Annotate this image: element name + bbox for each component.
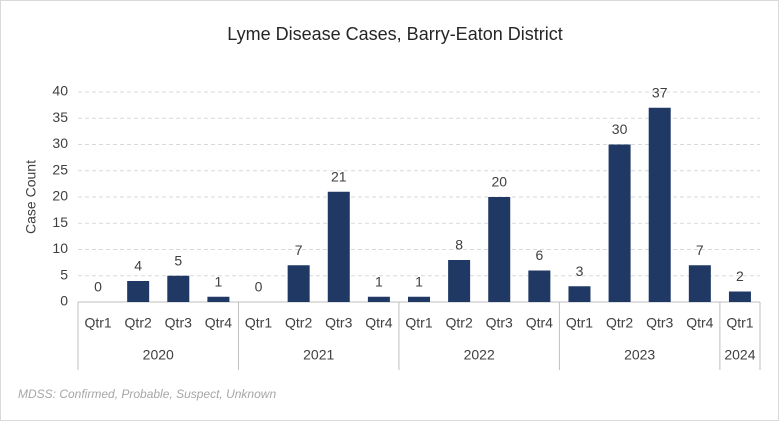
bar — [448, 260, 471, 302]
x-tick-label: Qtr3 — [325, 315, 352, 331]
bar — [648, 107, 671, 302]
bar — [287, 265, 310, 302]
x-tick-label: Qtr3 — [486, 315, 513, 331]
group-label: 2021 — [303, 347, 334, 363]
x-tick-label: Qtr1 — [84, 315, 111, 331]
group-label: 2022 — [464, 347, 495, 363]
y-tick-label: 30 — [52, 135, 68, 151]
x-tick-label: Qtr1 — [726, 315, 753, 331]
bar — [568, 286, 591, 302]
data-label: 8 — [455, 237, 463, 253]
data-label: 6 — [535, 247, 543, 263]
y-tick-label: 15 — [52, 214, 68, 230]
data-label: 3 — [576, 263, 584, 279]
chart-title: Lyme Disease Cases, Barry-Eaton District — [227, 24, 562, 44]
bar — [167, 275, 190, 302]
x-tick-label: Qtr3 — [646, 315, 673, 331]
x-tick-label: Qtr4 — [365, 315, 392, 331]
bar — [528, 270, 551, 302]
x-tick-label: Qtr4 — [686, 315, 713, 331]
y-tick-label: 5 — [60, 266, 68, 282]
bar — [367, 296, 390, 302]
data-label: 21 — [331, 168, 347, 184]
bar — [688, 265, 711, 302]
bar — [207, 296, 230, 302]
data-label: 1 — [215, 273, 223, 289]
data-label: 1 — [375, 273, 383, 289]
data-label: 7 — [295, 242, 303, 258]
x-tick-label: Qtr2 — [125, 315, 152, 331]
y-axis-label: Case Count — [23, 160, 39, 234]
y-tick-label: 0 — [60, 293, 68, 309]
data-label: 30 — [612, 121, 628, 137]
data-label: 5 — [174, 252, 182, 268]
data-label: 4 — [134, 258, 142, 274]
x-tick-label: Qtr3 — [165, 315, 192, 331]
group-label: 2024 — [724, 347, 755, 363]
bar — [488, 197, 511, 302]
data-label: 7 — [696, 242, 704, 258]
bar — [127, 281, 150, 302]
data-label: 0 — [255, 279, 263, 295]
data-label: 37 — [652, 84, 668, 100]
y-tick-label: 20 — [52, 188, 68, 204]
group-label: 2023 — [624, 347, 655, 363]
footnote: MDSS: Confirmed, Probable, Suspect, Unkn… — [18, 387, 276, 401]
bar — [408, 296, 430, 302]
bar — [728, 291, 751, 302]
y-tick-label: 40 — [52, 83, 68, 99]
bar — [608, 144, 631, 302]
y-tick-label: 10 — [52, 240, 68, 256]
data-label: 2 — [736, 268, 744, 284]
x-tick-label: Qtr4 — [526, 315, 553, 331]
data-label: 0 — [94, 279, 102, 295]
bar — [327, 191, 350, 302]
x-tick-label: Qtr2 — [285, 315, 312, 331]
x-tick-label: Qtr1 — [245, 315, 272, 331]
x-tick-label: Qtr1 — [405, 315, 432, 331]
x-tick-label: Qtr2 — [606, 315, 633, 331]
y-tick-label: 25 — [52, 161, 68, 177]
data-label: 20 — [491, 174, 507, 190]
x-tick-label: Qtr4 — [205, 315, 232, 331]
y-tick-label: 35 — [52, 109, 68, 125]
data-label: 1 — [415, 273, 423, 289]
x-tick-label: Qtr2 — [446, 315, 473, 331]
group-label: 2020 — [143, 347, 174, 363]
x-tick-label: Qtr1 — [566, 315, 593, 331]
